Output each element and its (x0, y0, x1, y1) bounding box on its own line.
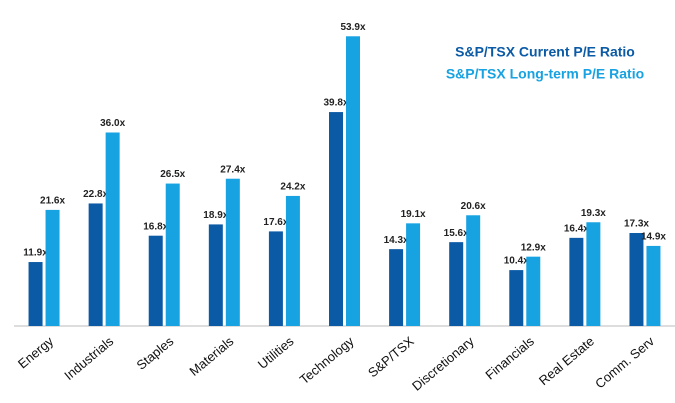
value-label: 14.9x (641, 232, 666, 243)
bar (45, 209, 60, 326)
value-label: 53.9x (340, 22, 365, 33)
bar (88, 203, 103, 326)
value-label: 39.8x (323, 98, 348, 109)
bar (406, 223, 421, 326)
value-label: 24.2x (280, 182, 305, 193)
value-label: 11.9x (23, 248, 48, 259)
value-label: 17.6x (263, 217, 288, 228)
value-label: 22.8x (83, 189, 108, 200)
bar (389, 249, 404, 326)
value-label: 17.3x (624, 219, 649, 230)
bar (586, 222, 601, 326)
value-label: 26.5x (160, 169, 185, 180)
bar (148, 235, 163, 326)
value-label: 19.1x (401, 209, 426, 220)
bar (629, 233, 644, 326)
x-tick-label: Real Estate (536, 333, 597, 388)
value-label: 19.3x (581, 208, 606, 219)
bar (105, 132, 120, 326)
bar (466, 215, 481, 326)
bar (646, 245, 661, 326)
value-label: 15.6x (444, 228, 469, 239)
value-label: 10.4x (504, 256, 529, 267)
x-tick-label: Technology (297, 333, 357, 387)
value-label: 27.4x (220, 164, 245, 175)
x-tick-label: Energy (15, 333, 57, 371)
legend-entry: S&P/TSX Current P/E Ratio (455, 44, 635, 60)
bar (509, 270, 524, 326)
bar (346, 36, 360, 326)
value-label: 16.8x (143, 221, 168, 232)
bar (526, 256, 541, 326)
bar (329, 112, 343, 326)
x-tick-label: Discretionary (409, 333, 477, 394)
x-tick-label: Financials (482, 333, 537, 382)
x-tick-label: Utilities (255, 333, 297, 372)
value-label: 16.4x (564, 223, 589, 234)
value-label: 20.6x (461, 201, 486, 212)
bar (28, 262, 43, 326)
value-label: 18.9x (203, 210, 228, 221)
bar (285, 195, 300, 326)
legend-entry: S&P/TSX Long-term P/E Ratio (446, 66, 644, 82)
bar (208, 224, 223, 326)
x-tick-label: S&P/TSX (365, 333, 417, 380)
bar (268, 231, 283, 326)
bar (225, 178, 240, 326)
value-label: 12.9x (521, 242, 546, 253)
x-tick-label: Industrials (61, 333, 116, 383)
x-tick-label: Staples (133, 333, 176, 373)
value-label: 14.3x (384, 235, 409, 246)
bar (449, 242, 464, 326)
bar (165, 183, 180, 326)
bar (569, 237, 584, 326)
x-tick-label: Comm. Serv (592, 333, 657, 391)
value-label: 21.6x (40, 196, 65, 207)
value-label: 36.0x (100, 118, 125, 129)
x-tick-label: Materials (186, 333, 236, 379)
